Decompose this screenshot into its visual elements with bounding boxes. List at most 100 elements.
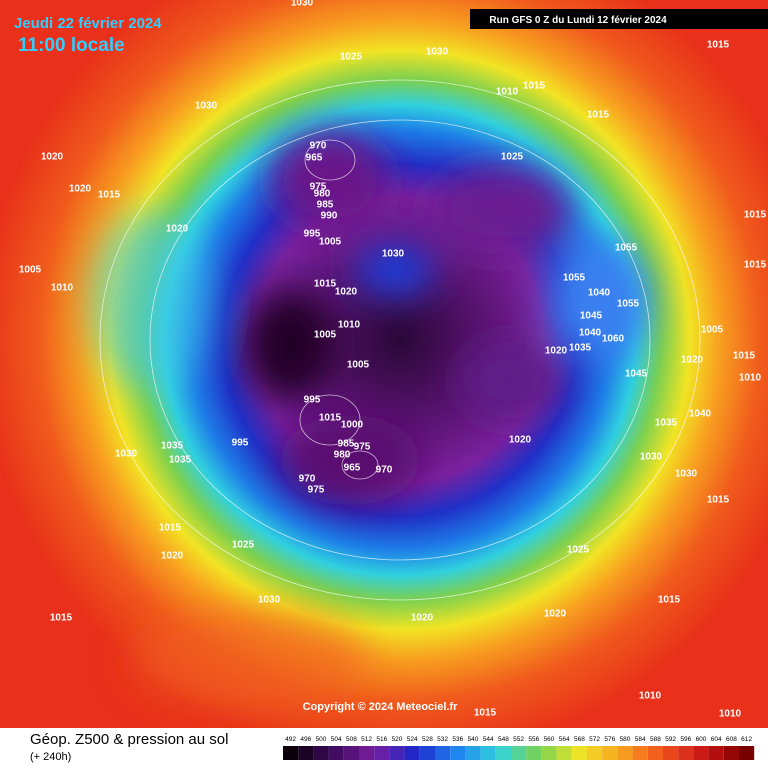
isobar-label: 1030 [382, 249, 405, 260]
legend-swatch [374, 746, 390, 760]
legend-swatch [435, 746, 451, 760]
legend-swatch [419, 746, 435, 760]
isobar-label: 1030 [640, 452, 663, 463]
isobar-label: 1035 [655, 418, 678, 429]
isobar-label: 1055 [617, 299, 640, 310]
isobar-label: 1040 [579, 328, 602, 339]
legend-swatch [571, 746, 587, 760]
product-title: Géop. Z500 & pression au sol [30, 731, 228, 748]
legend-label: 508 [346, 736, 357, 743]
isobar-label: 980 [334, 450, 351, 461]
isobar-label: 1025 [501, 152, 524, 163]
isobar-label: 1010 [51, 283, 74, 294]
isobar-label: 1020 [166, 224, 189, 235]
legend-label: 536 [452, 736, 463, 743]
isobar-label: 1015 [523, 81, 546, 92]
legend-label: 580 [620, 736, 631, 743]
legend-swatch [632, 746, 648, 760]
legend-label: 596 [680, 736, 691, 743]
legend-swatch [739, 746, 755, 760]
legend-swatch [647, 746, 663, 760]
isobar-label: 1020 [681, 355, 704, 366]
isobar-label: 1030 [426, 47, 449, 58]
legend-label: 544 [483, 736, 494, 743]
legend-label: 560 [544, 736, 555, 743]
isobar-label: 995 [304, 395, 321, 406]
isobar-label: 1015 [587, 110, 610, 121]
isobar-label: 1015 [319, 413, 342, 424]
isobar-label: 990 [321, 211, 338, 222]
isobar-label: 1030 [258, 595, 281, 606]
isobar-label: 1015 [98, 190, 121, 201]
isobar-label: 1045 [625, 369, 648, 380]
isobar-label: 1015 [658, 595, 681, 606]
legend-swatch [389, 746, 405, 760]
isobar-label: 1015 [707, 495, 730, 506]
legend-swatch [587, 746, 603, 760]
isobar-label: 1015 [744, 210, 767, 221]
legend-label: 572 [589, 736, 600, 743]
legend-label: 540 [468, 736, 479, 743]
isobar-label: 1020 [544, 609, 567, 620]
isobar-label: 965 [306, 153, 323, 164]
legend-swatch [663, 746, 679, 760]
isobar-label: 1015 [474, 708, 497, 719]
legend-label: 528 [422, 736, 433, 743]
lead-time: (+ 240h) [30, 751, 71, 763]
isobar-label: 980 [314, 189, 331, 200]
isobar-label: 1020 [509, 435, 532, 446]
isobar-label: 975 [310, 182, 327, 193]
isobar-label: 1055 [615, 243, 638, 254]
legend-label: 516 [376, 736, 387, 743]
isobar-label: 1035 [569, 343, 592, 354]
date: Jeudi 22 février 2024 [14, 15, 162, 32]
legend-swatch [495, 746, 511, 760]
isobar-label: 1040 [689, 409, 712, 420]
legend-label: 584 [635, 736, 646, 743]
isobar-label: 1015 [314, 279, 337, 290]
legend-swatch [602, 746, 618, 760]
legend-label: 592 [665, 736, 676, 743]
legend-swatch [480, 746, 496, 760]
legend-swatch [343, 746, 359, 760]
isobar-label: 965 [344, 463, 361, 474]
isobar-label: 1020 [69, 184, 92, 195]
legend-label: 548 [498, 736, 509, 743]
isobar-label: 1015 [744, 260, 767, 271]
isobars [99, 79, 701, 601]
isobar-label: 1005 [319, 237, 342, 248]
legend-label: 504 [331, 736, 342, 743]
legend-swatch [465, 746, 481, 760]
isobar-label: 970 [376, 465, 393, 476]
isobar-label: 985 [317, 200, 334, 211]
legend-label: 608 [726, 736, 737, 743]
isobar-label: 1025 [340, 52, 363, 63]
run-box [470, 9, 768, 29]
isobar-label: 1005 [19, 265, 42, 276]
isobar-label: 1005 [314, 330, 337, 341]
legend-swatch [283, 746, 299, 760]
isobar-label: 1015 [707, 40, 730, 51]
isobar-label: 1020 [411, 613, 434, 624]
legend-label: 600 [696, 736, 707, 743]
isobar-label: 1020 [545, 346, 568, 357]
isobar-label: 1005 [347, 360, 370, 371]
legend-swatch [298, 746, 314, 760]
isobar-label: 1060 [602, 334, 625, 345]
isobar-label: 1000 [341, 420, 364, 431]
isobar-label: 970 [310, 141, 327, 152]
isobar-label: 985 [338, 439, 355, 450]
legend-label: 532 [437, 736, 448, 743]
isobar-label: 1030 [115, 449, 138, 460]
isobar-label: 1030 [195, 101, 218, 112]
isobar-label: 995 [232, 438, 249, 449]
legend-label: 520 [392, 736, 403, 743]
run-info: Run GFS 0 Z du Lundi 12 février 2024 [489, 15, 667, 26]
legend-swatch [617, 746, 633, 760]
legend-swatch [328, 746, 344, 760]
legend-label: 524 [407, 736, 418, 743]
isobar-label: 1015 [159, 523, 182, 534]
isobar-label: 975 [354, 442, 371, 453]
legend-label: 604 [711, 736, 722, 743]
